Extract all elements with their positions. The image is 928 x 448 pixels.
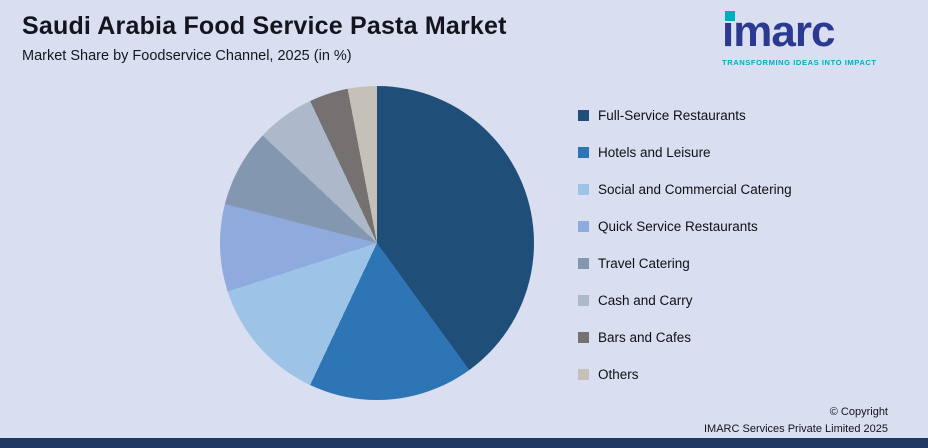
legend-label: Cash and Carry bbox=[598, 292, 693, 308]
legend-swatch bbox=[578, 146, 589, 158]
legend-item: Cash and Carry bbox=[578, 292, 792, 308]
legend-item: Quick Service Restaurants bbox=[578, 218, 792, 234]
legend-swatch bbox=[578, 183, 589, 195]
chart-subtitle: Market Share by Foodservice Channel, 202… bbox=[22, 48, 352, 64]
legend-swatch bbox=[578, 220, 589, 232]
imarc-logo-wordmark: imarc bbox=[722, 10, 900, 54]
legend-item: Bars and Cafes bbox=[578, 329, 792, 345]
legend-label: Quick Service Restaurants bbox=[598, 218, 758, 234]
legend-label: Others bbox=[598, 366, 639, 382]
legend-swatch bbox=[578, 109, 589, 121]
legend-swatch bbox=[578, 294, 589, 306]
copyright-line2: IMARC Services Private Limited 2025 bbox=[703, 422, 888, 435]
copyright-line1: © Copyright bbox=[829, 406, 888, 418]
legend-label: Travel Catering bbox=[598, 255, 690, 271]
legend-item: Social and Commercial Catering bbox=[578, 181, 792, 197]
legend-swatch bbox=[578, 257, 589, 269]
imarc-logo-tagline: TRANSFORMING IDEAS INTO IMPACT bbox=[722, 58, 877, 67]
imarc-logo-text: imarc bbox=[722, 7, 835, 56]
chart-legend: Full-Service Restaurants Hotels and Leis… bbox=[578, 107, 792, 382]
pie-chart bbox=[220, 86, 534, 400]
legend-label: Full-Service Restaurants bbox=[598, 107, 746, 123]
legend-label: Social and Commercial Catering bbox=[598, 181, 792, 197]
legend-item: Others bbox=[578, 366, 792, 382]
copyright-notice: © Copyright IMARC Services Private Limit… bbox=[704, 404, 888, 437]
imarc-logo-dot-icon bbox=[725, 11, 735, 21]
bottom-accent-bar bbox=[0, 438, 928, 448]
legend-item: Travel Catering bbox=[578, 255, 792, 271]
legend-label: Hotels and Leisure bbox=[598, 144, 711, 160]
legend-item: Full-Service Restaurants bbox=[578, 107, 792, 123]
page-title: Saudi Arabia Food Service Pasta Market bbox=[22, 12, 507, 40]
legend-swatch bbox=[578, 331, 589, 343]
legend-swatch bbox=[578, 368, 589, 380]
legend-label: Bars and Cafes bbox=[598, 329, 692, 345]
legend-item: Hotels and Leisure bbox=[578, 144, 792, 160]
imarc-logo: imarc TRANSFORMING IDEAS INTO IMPACT bbox=[722, 10, 900, 68]
